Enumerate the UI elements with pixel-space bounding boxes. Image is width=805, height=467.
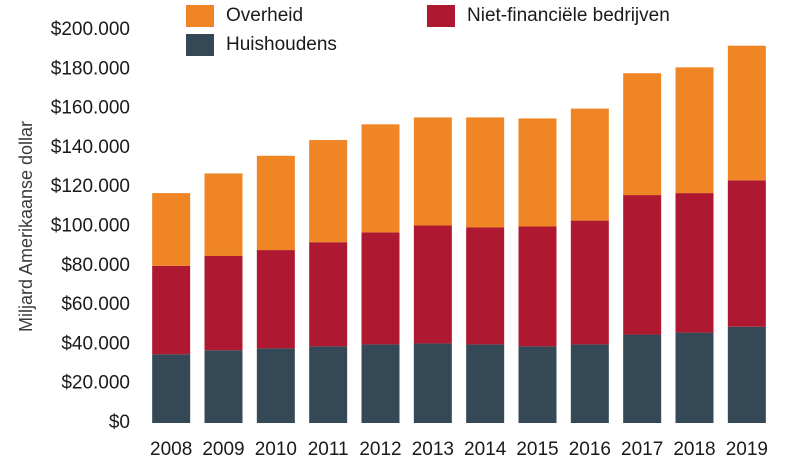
bar-2012-series-2: [361, 124, 400, 233]
x-axis-ticks: 2008 2009 2010 2011 2012 2013 2014 2015 2016 2017…: [150, 439, 768, 460]
bars: [152, 45, 766, 423]
bar-2011-series-0: [309, 346, 348, 423]
bar-2015-series-1: [518, 226, 557, 347]
bar-2019-series-0: [727, 326, 766, 423]
bar-2010-series-2: [256, 155, 295, 251]
x-tick-label: 2008: [150, 439, 192, 460]
y-tick-label: $180.000: [51, 58, 130, 79]
bar-2017-series-1: [623, 195, 662, 335]
y-tick-label: $140.000: [51, 137, 130, 158]
x-tick-label: 2009: [202, 439, 244, 460]
y-tick-label: $60.000: [61, 294, 130, 315]
x-tick-label: 2011: [308, 439, 349, 460]
bar-2009-series-0: [204, 350, 243, 423]
bar-2012-series-1: [361, 232, 400, 345]
bar-2016-series-0: [570, 344, 609, 423]
bar-2016-series-1: [570, 220, 609, 345]
bar-2013-series-2: [413, 117, 452, 226]
bar-2015-series-2: [518, 118, 557, 227]
bar-2009-series-2: [204, 173, 243, 256]
bar-2015-series-0: [518, 346, 557, 423]
bar-2014-series-0: [466, 344, 505, 423]
y-tick-label: $40.000: [61, 333, 130, 354]
y-tick-label: $0: [109, 412, 130, 433]
x-tick-label: 2017: [621, 439, 663, 460]
bar-2008-series-0: [152, 354, 191, 423]
bar-2014-series-2: [466, 117, 505, 228]
x-tick-label: 2019: [726, 439, 768, 460]
bar-2017-series-0: [623, 334, 662, 423]
bar-2010-series-1: [256, 250, 295, 349]
bar-2013-series-1: [413, 225, 452, 344]
x-tick-label: 2016: [569, 439, 611, 460]
bar-2008-series-1: [152, 265, 191, 355]
y-axis-ticks: $0 $20.000 $40.000 $60.000 $80.000 $100.000 $1…: [51, 19, 130, 433]
legend-swatch-series-1: [427, 5, 455, 27]
legend: Overheid Niet-financiële bedrijven Huishou…: [186, 5, 670, 56]
y-tick-label: $100.000: [51, 216, 130, 237]
bar-2016-series-2: [570, 108, 609, 221]
bar-2008-series-2: [152, 193, 191, 266]
x-tick-label: 2010: [255, 439, 297, 460]
x-tick-label: 2014: [464, 439, 507, 460]
bar-2011-series-1: [309, 242, 348, 347]
bar-2018-series-2: [675, 67, 714, 194]
bar-2019-series-2: [727, 45, 766, 181]
bar-2018-series-0: [675, 332, 714, 423]
x-tick-label: 2012: [359, 439, 401, 460]
legend-swatch-series-0: [186, 34, 214, 56]
y-tick-label: $160.000: [51, 98, 130, 119]
y-tick-label: $200.000: [51, 19, 130, 40]
y-tick-label: $80.000: [61, 255, 130, 276]
bar-2019-series-1: [727, 180, 766, 327]
x-tick-label: 2013: [412, 439, 454, 460]
y-tick-label: $20.000: [61, 373, 130, 394]
bar-2018-series-1: [675, 193, 714, 333]
x-tick-label: 2015: [516, 439, 558, 460]
x-tick-label: 2018: [673, 439, 715, 460]
legend-label-series-1: Niet-financiële bedrijven: [467, 5, 670, 26]
bar-2010-series-0: [256, 348, 295, 423]
legend-swatch-series-2: [186, 5, 214, 27]
y-tick-label: $120.000: [51, 176, 130, 197]
legend-label-series-0: Huishoudens: [226, 34, 337, 55]
bar-2009-series-1: [204, 255, 243, 351]
y-axis-title: Miljard Amerikaanse dollar: [16, 121, 36, 332]
bar-2013-series-0: [413, 343, 452, 423]
legend-label-series-2: Overheid: [226, 5, 303, 26]
bar-2012-series-0: [361, 344, 400, 423]
bar-2011-series-2: [309, 140, 348, 243]
bar-2017-series-2: [623, 73, 662, 196]
bar-2014-series-1: [466, 227, 505, 345]
